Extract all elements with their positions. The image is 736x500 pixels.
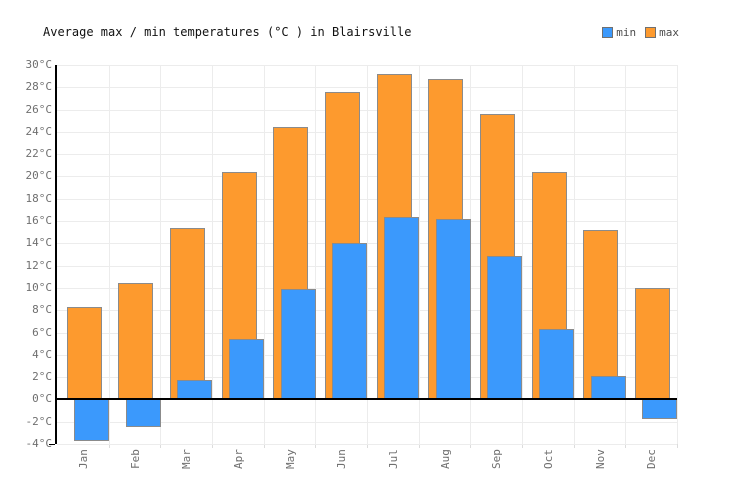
y-tick-label: -2°C xyxy=(25,415,53,428)
v-gridline xyxy=(315,65,316,444)
y-tick-label: 16°C xyxy=(25,214,53,227)
x-axis-tick xyxy=(677,444,678,448)
x-axis-tick xyxy=(264,444,265,448)
v-gridline xyxy=(677,65,678,444)
y-tick-label: 0°C xyxy=(32,392,52,405)
zero-baseline xyxy=(57,398,677,400)
bar-min-mar[interactable] xyxy=(177,380,212,399)
y-tick-label: 24°C xyxy=(25,125,53,138)
x-axis-tick xyxy=(160,444,161,448)
v-gridline xyxy=(109,65,110,444)
bar-min-jun[interactable] xyxy=(332,243,367,399)
y-tick-label: 18°C xyxy=(25,192,53,205)
y-tick-label: 28°C xyxy=(25,80,53,93)
y-tick-label: 12°C xyxy=(25,259,53,272)
v-gridline xyxy=(625,65,626,444)
x-axis-tick xyxy=(522,444,523,448)
legend: min max xyxy=(602,26,679,39)
max-legend-swatch-icon xyxy=(645,27,657,38)
bar-min-nov[interactable] xyxy=(591,376,626,399)
bar-min-may[interactable] xyxy=(281,289,316,399)
y-tick-label: 4°C xyxy=(32,348,52,361)
x-axis-tick xyxy=(212,444,213,448)
v-gridline xyxy=(212,65,213,444)
chart-title: Average max / min temperatures (°C ) in … xyxy=(43,25,412,39)
x-axis-tick xyxy=(470,444,471,448)
legend-item-max[interactable]: max xyxy=(645,26,679,39)
legend-label-max: max xyxy=(659,26,679,39)
bar-max-feb[interactable] xyxy=(118,283,153,399)
bar-min-jan[interactable] xyxy=(74,399,109,441)
legend-label-min: min xyxy=(616,26,637,39)
bar-min-apr[interactable] xyxy=(229,339,264,399)
v-gridline xyxy=(419,65,420,444)
y-tick-label: 6°C xyxy=(32,326,52,339)
v-gridline xyxy=(160,65,161,444)
v-gridline xyxy=(264,65,265,444)
bar-min-aug[interactable] xyxy=(436,219,471,400)
y-tick-label: 22°C xyxy=(25,147,53,160)
x-axis-tick xyxy=(419,444,420,448)
y-tick-label: 14°C xyxy=(25,236,53,249)
y-tick-label: 10°C xyxy=(25,281,53,294)
x-axis-tick xyxy=(367,444,368,448)
y-axis-end-tick xyxy=(49,444,55,445)
bar-min-oct[interactable] xyxy=(539,329,574,399)
y-tick-label: -4°C xyxy=(25,437,53,450)
bar-min-feb[interactable] xyxy=(126,399,161,427)
x-axis-tick xyxy=(625,444,626,448)
h-gridline xyxy=(57,444,677,445)
y-tick-label: 26°C xyxy=(25,103,53,116)
x-axis-tick xyxy=(109,444,110,448)
bar-max-nov[interactable] xyxy=(583,230,618,399)
v-gridline xyxy=(367,65,368,444)
legend-item-min[interactable]: min xyxy=(602,26,636,39)
min-legend-swatch-icon xyxy=(602,27,614,38)
x-axis-tick xyxy=(574,444,575,448)
bar-min-dec[interactable] xyxy=(642,399,677,419)
y-tick-label: 8°C xyxy=(32,303,52,316)
bar-max-jan[interactable] xyxy=(67,307,102,400)
y-tick-label: 30°C xyxy=(25,58,53,71)
x-axis-tick xyxy=(315,444,316,448)
y-axis-line xyxy=(55,65,57,444)
bar-min-jul[interactable] xyxy=(384,217,419,400)
bar-max-mar[interactable] xyxy=(170,228,205,400)
bar-min-sep[interactable] xyxy=(487,256,522,400)
y-tick-label: 2°C xyxy=(32,370,52,383)
y-tick-label: 20°C xyxy=(25,169,53,182)
v-gridline xyxy=(522,65,523,444)
plot-area xyxy=(57,65,678,445)
bar-max-dec[interactable] xyxy=(635,288,670,399)
v-gridline xyxy=(574,65,575,444)
